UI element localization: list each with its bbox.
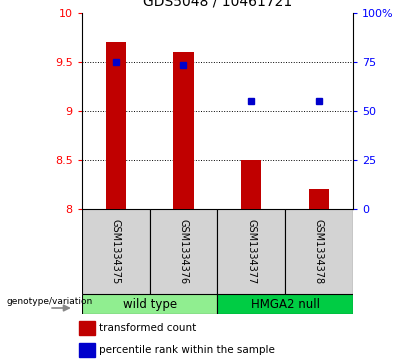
Text: transformed count: transformed count xyxy=(100,323,197,333)
Text: HMGA2 null: HMGA2 null xyxy=(251,298,320,310)
Text: GSM1334377: GSM1334377 xyxy=(246,219,256,284)
Bar xyxy=(173,52,194,209)
Bar xyxy=(82,294,218,314)
Bar xyxy=(82,209,150,294)
Bar xyxy=(309,189,329,209)
Bar xyxy=(79,343,95,356)
Text: percentile rank within the sample: percentile rank within the sample xyxy=(100,345,275,355)
Bar xyxy=(79,321,95,335)
Text: genotype/variation: genotype/variation xyxy=(7,297,93,306)
Bar xyxy=(105,42,126,209)
Text: wild type: wild type xyxy=(123,298,177,310)
Text: GSM1334378: GSM1334378 xyxy=(314,219,324,284)
Title: GDS5048 / 10461721: GDS5048 / 10461721 xyxy=(143,0,292,9)
Bar xyxy=(150,209,218,294)
Bar xyxy=(241,160,261,209)
Bar xyxy=(285,209,353,294)
Bar xyxy=(218,294,353,314)
Text: GSM1334376: GSM1334376 xyxy=(178,219,189,284)
Bar xyxy=(218,209,285,294)
Text: GSM1334375: GSM1334375 xyxy=(111,219,121,284)
